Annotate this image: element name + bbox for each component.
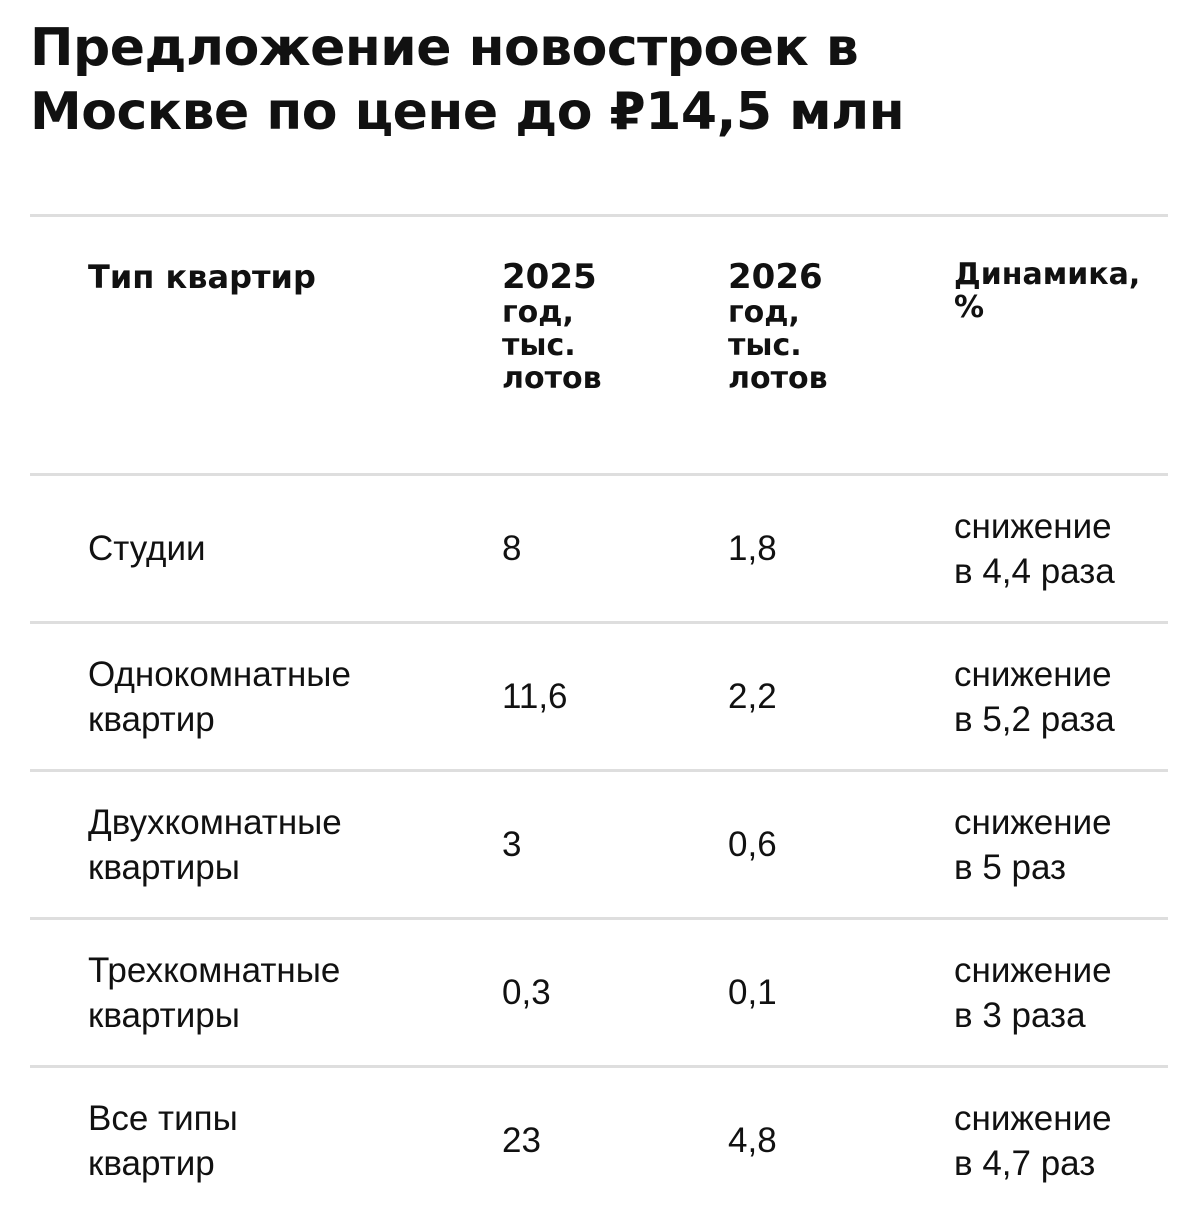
header-2025-line-3: тыс. <box>502 328 576 363</box>
cell-type-line: Студии <box>88 529 206 568</box>
cell-type-line-2: квартир <box>88 1143 215 1183</box>
cell-apartment-type: Двухкомнатные квартиры <box>88 772 468 917</box>
header-2026-line-2: год, <box>728 295 800 330</box>
page-title: Предложение новостроек в Москве по цене … <box>30 16 1150 144</box>
cell-2026: 1,8 <box>728 529 777 568</box>
cell-dynamics-line-2: в 5 раз <box>954 847 1067 887</box>
table-row: Однокомнатные квартир 11,6 2,2 снижение … <box>0 624 1187 769</box>
cell-dynamics: снижение в 5,2 раза <box>954 624 1179 769</box>
header-2025-line-2: год, <box>502 295 574 330</box>
cell-type-line-1: Все типы <box>88 1098 238 1138</box>
header-2026-line-4: лотов <box>728 361 828 396</box>
cell-dynamics-line-2: в 4,7 раз <box>954 1143 1096 1183</box>
cell-dynamics-line-2: в 4,4 раза <box>954 551 1115 591</box>
cell-dynamics: снижение в 4,4 раза <box>954 476 1179 621</box>
cell-dynamics-line-1: снижение <box>954 1098 1112 1138</box>
divider-row-5 <box>30 1065 1168 1068</box>
cell-type-line-1: Двухкомнатные <box>88 802 342 842</box>
cell-type-line-1: Трехкомнатные <box>88 950 341 990</box>
cell-2025: 3 <box>502 825 522 864</box>
divider-row-1 <box>30 473 1168 476</box>
header-2026-year: 2026 <box>728 257 823 297</box>
cell-apartment-type: Все типы квартир <box>88 1068 468 1213</box>
cell-2026: 4,8 <box>728 1121 777 1160</box>
cell-apartment-type: Трехкомнатные квартиры <box>88 920 468 1065</box>
header-dynamics-line-2: % <box>954 290 985 325</box>
header-apartment-type: Тип квартир <box>88 258 316 296</box>
cell-apartment-type: Студии <box>88 476 468 621</box>
cell-2026: 0,1 <box>728 973 777 1012</box>
divider-row-4 <box>30 917 1168 920</box>
cell-2025: 0,3 <box>502 973 551 1012</box>
header-dynamics-line-1: Динамика, <box>954 257 1141 292</box>
cell-dynamics: снижение в 5 раз <box>954 772 1179 917</box>
cell-dynamics-line-1: снижение <box>954 950 1112 990</box>
header-dynamics: Динамика, % <box>954 258 1174 324</box>
divider-row-2 <box>30 621 1168 624</box>
cell-dynamics-line-1: снижение <box>954 654 1112 694</box>
header-2025-year: 2025 <box>502 257 597 297</box>
divider-top <box>30 214 1168 217</box>
header-2026: 2026 год, тыс. лотов <box>728 258 878 395</box>
table-row: Трехкомнатные квартиры 0,3 0,1 снижение … <box>0 920 1187 1065</box>
table-row: Студии 8 1,8 снижение в 4,4 раза <box>0 476 1187 621</box>
header-2026-line-3: тыс. <box>728 328 802 363</box>
cell-type-line-2: квартиры <box>88 847 240 887</box>
cell-2026: 0,6 <box>728 825 777 864</box>
divider-row-3 <box>30 769 1168 772</box>
cell-2026: 2,2 <box>728 677 777 716</box>
cell-2025: 11,6 <box>502 677 568 716</box>
cell-dynamics-line-1: снижение <box>954 506 1112 546</box>
cell-dynamics: снижение в 4,7 раз <box>954 1068 1179 1213</box>
cell-apartment-type: Однокомнатные квартир <box>88 624 468 769</box>
header-2025-line-4: лотов <box>502 361 602 396</box>
cell-type-line-2: квартир <box>88 699 215 739</box>
title-line-1: Предложение новостроек в <box>30 18 859 78</box>
header-2025: 2025 год, тыс. лотов <box>502 258 652 395</box>
cell-2025: 23 <box>502 1121 541 1160</box>
cell-2025: 8 <box>502 529 522 568</box>
title-line-2: Москве по цене до ₽14,5 млн <box>30 82 905 142</box>
cell-dynamics-line-2: в 3 раза <box>954 995 1086 1035</box>
cell-dynamics-line-2: в 5,2 раза <box>954 699 1115 739</box>
table-row: Все типы квартир 23 4,8 снижение в 4,7 р… <box>0 1068 1187 1213</box>
cell-dynamics: снижение в 3 раза <box>954 920 1179 1065</box>
cell-dynamics-line-1: снижение <box>954 802 1112 842</box>
table-row: Двухкомнатные квартиры 3 0,6 снижение в … <box>0 772 1187 917</box>
cell-type-line-2: квартиры <box>88 995 240 1035</box>
cell-type-line-1: Однокомнатные <box>88 654 351 694</box>
